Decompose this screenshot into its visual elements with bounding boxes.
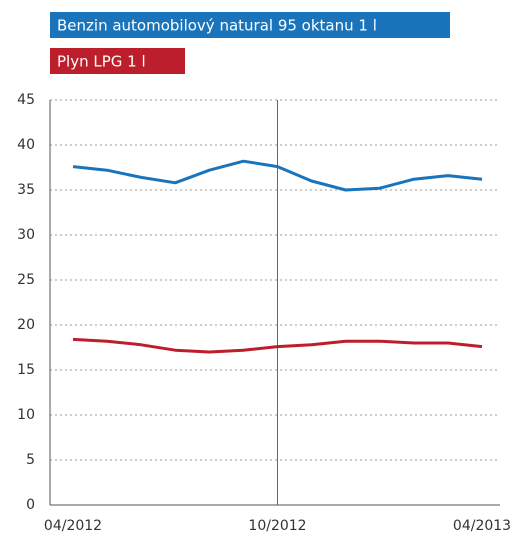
- legend-label: Benzin automobilový natural 95 oktanu 1 …: [57, 17, 377, 35]
- x-tick-label: 10/2012: [248, 518, 306, 534]
- x-tick-label: 04/2013: [453, 518, 511, 534]
- y-tick-label: 30: [17, 227, 35, 243]
- y-tick-label: 5: [26, 452, 35, 468]
- y-tick-label: 45: [17, 92, 35, 108]
- y-tick-label: 25: [17, 272, 35, 288]
- y-tick-label: 10: [17, 407, 35, 423]
- data-line: [72, 337, 483, 354]
- legend-swatch: [50, 48, 185, 74]
- y-tick-label: 20: [17, 317, 35, 333]
- x-tick-label: 04/2012: [44, 518, 102, 534]
- legend-swatch: [50, 12, 450, 38]
- y-tick-label: 35: [17, 182, 35, 198]
- y-tick-label: 0: [26, 497, 35, 513]
- y-tick-label: 40: [17, 137, 35, 153]
- data-line: [72, 159, 483, 192]
- legend-label: Plyn LPG 1 l: [57, 53, 146, 71]
- y-tick-label: 15: [17, 362, 35, 378]
